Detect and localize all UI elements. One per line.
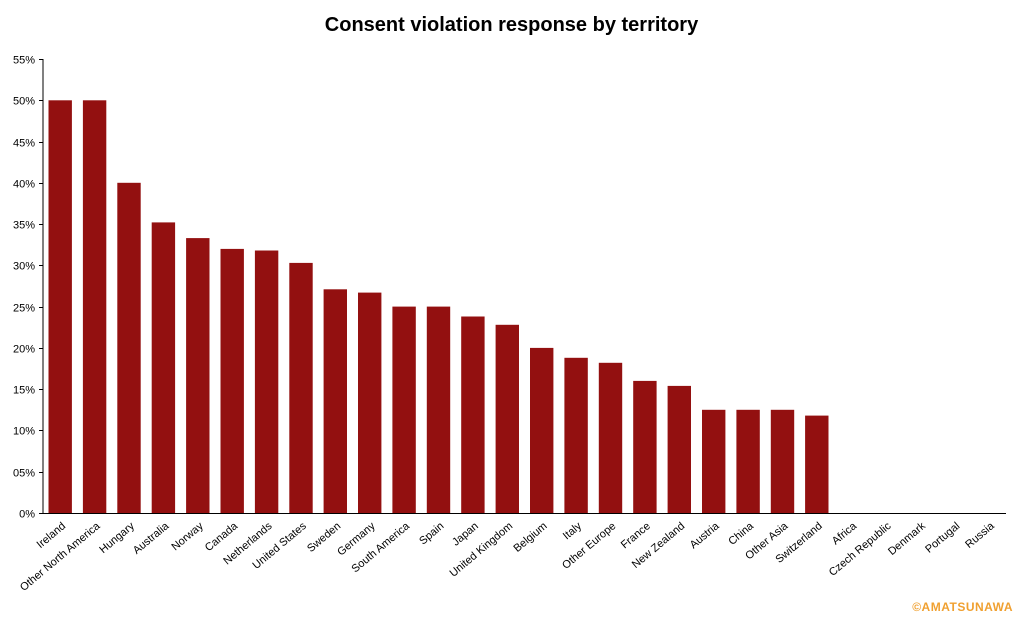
x-tick-label: South America <box>350 520 413 576</box>
x-tick-label: United Kingdom <box>448 520 516 580</box>
bars <box>48 100 829 514</box>
bar <box>633 380 657 513</box>
y-tick-label: 25% <box>13 303 35 315</box>
bar <box>186 238 210 513</box>
x-tick-label: China <box>726 520 756 548</box>
bar <box>392 306 416 513</box>
y-tick-label: 50% <box>13 96 35 108</box>
x-tick-label: Africa <box>830 520 860 548</box>
bar <box>82 100 107 514</box>
bar <box>770 409 795 513</box>
bar <box>323 289 347 513</box>
y-axis: 0% 05% 10% 15% 20% 25% 30% 35% 40% 45% 50% 55% <box>13 55 44 521</box>
chart-title: Consent violation response by territory <box>324 14 699 36</box>
x-tick-label: Italy <box>561 520 585 542</box>
bar <box>598 362 623 513</box>
bar <box>564 357 588 513</box>
y-tick-label: 40% <box>13 179 35 191</box>
bar <box>151 222 176 513</box>
bar <box>48 100 72 514</box>
bar <box>805 415 829 513</box>
x-tick-label: Japan <box>450 520 481 548</box>
x-tick-label: Czech Republic <box>827 520 894 579</box>
y-tick-label: 05% <box>13 468 35 480</box>
bar <box>358 292 382 513</box>
bar <box>254 250 279 513</box>
y-tick-label: 35% <box>13 220 35 232</box>
y-tick-label: 0% <box>19 509 35 521</box>
y-tick-label: 45% <box>13 138 35 150</box>
x-tick-label: Denmark <box>886 520 928 558</box>
x-tick-label: Norway <box>169 520 206 553</box>
bar <box>220 248 244 513</box>
bar <box>702 409 726 513</box>
bar <box>736 409 760 513</box>
y-tick-label: 55% <box>13 55 35 67</box>
bar <box>461 316 485 513</box>
y-tick-label: 30% <box>13 261 35 273</box>
x-tick-label: Russia <box>963 520 997 551</box>
x-tick-label: Belgium <box>511 520 549 555</box>
x-tick-label: Hungary <box>97 520 137 556</box>
y-tick-label: 20% <box>13 344 35 356</box>
watermark: ©AMATSUNAWA <box>912 600 1013 614</box>
x-tick-label: Australia <box>131 520 172 557</box>
bar <box>289 262 313 513</box>
x-tick-label: Austria <box>688 520 723 552</box>
bar <box>667 385 691 513</box>
y-tick-label: 15% <box>13 385 35 397</box>
x-tick-label: Portugal <box>923 520 962 556</box>
bar <box>495 324 519 513</box>
bar <box>117 182 141 514</box>
bar <box>426 306 451 513</box>
x-tick-label: Spain <box>417 520 446 547</box>
y-tick-label: 10% <box>13 426 35 438</box>
bar <box>530 347 554 513</box>
